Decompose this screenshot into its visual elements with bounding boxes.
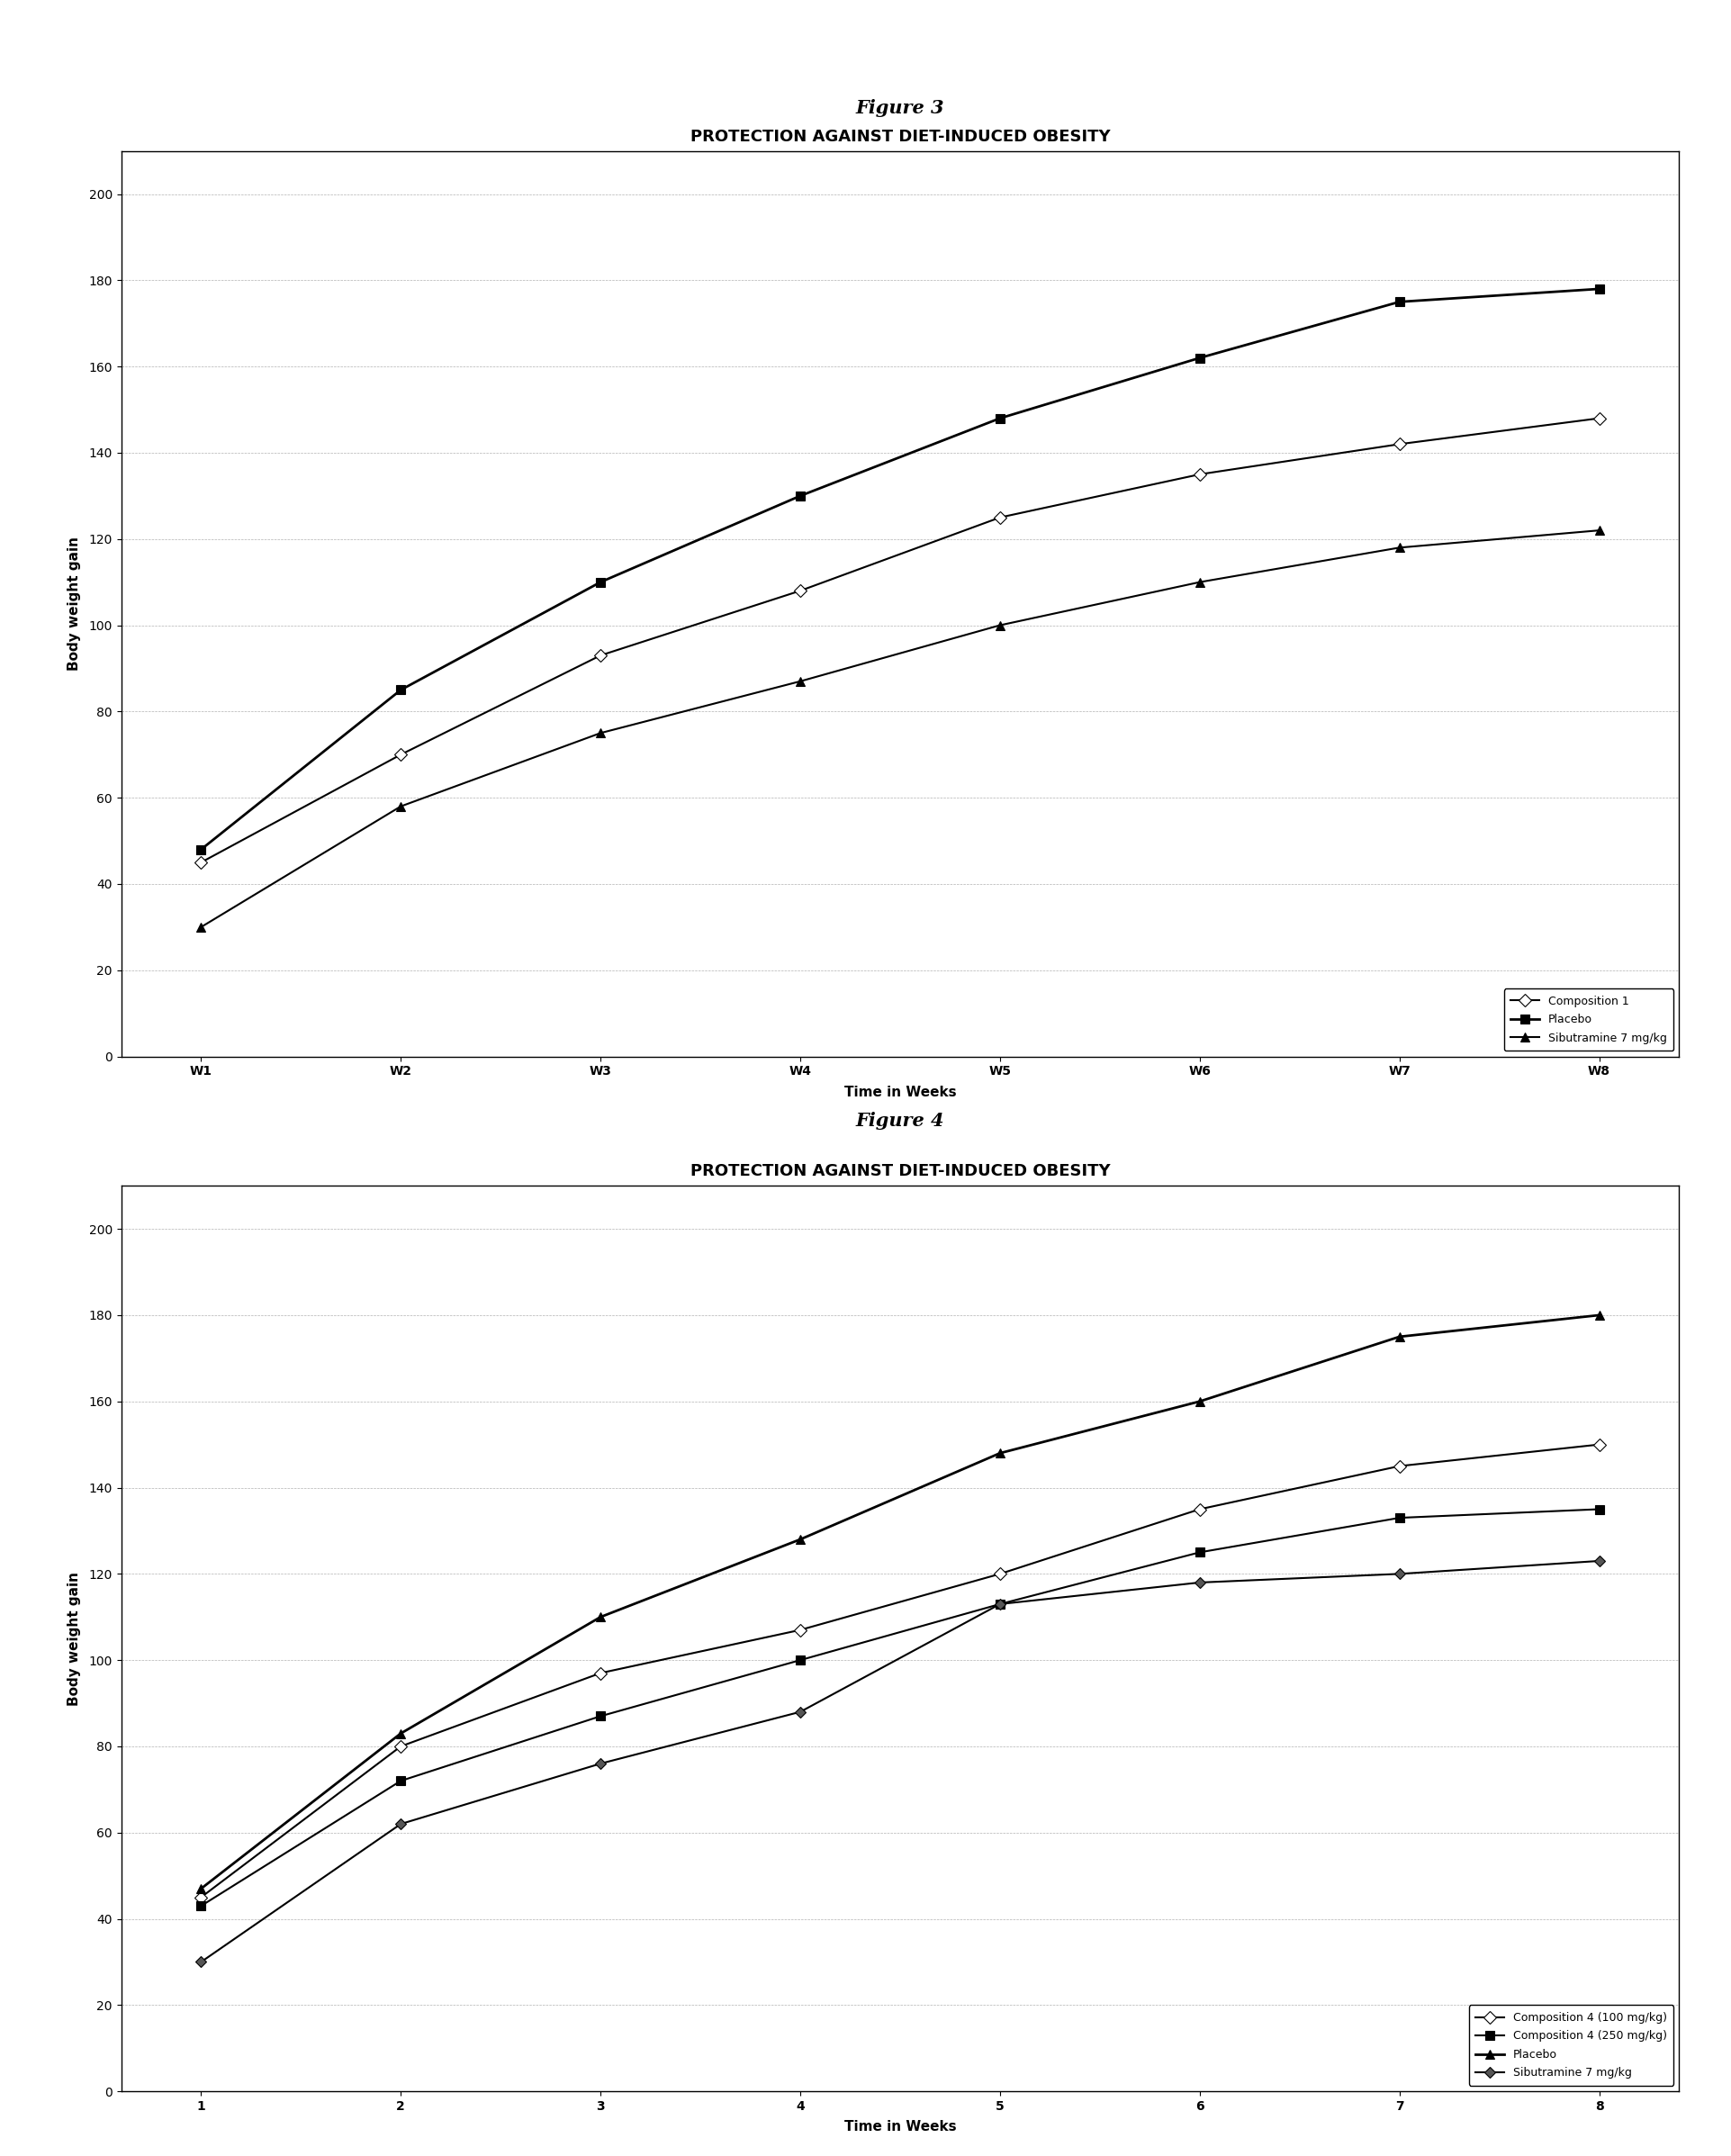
Placebo (190, 1876, 211, 1902)
Placebo (789, 1526, 810, 1552)
Sibutramine 7 mg/kg (590, 720, 611, 746)
Y-axis label: Body weight gain: Body weight gain (68, 1572, 81, 1705)
Line: Placebo: Placebo (197, 285, 1603, 854)
Line: Composition 1: Composition 1 (197, 414, 1603, 867)
Composition 1 (391, 742, 412, 768)
Composition 4 (250 mg/kg) (190, 1893, 211, 1919)
Sibutramine 7 mg/kg (1589, 1548, 1610, 1574)
Sibutramine 7 mg/kg (990, 612, 1011, 638)
Placebo (1589, 1302, 1610, 1328)
Composition 4 (100 mg/kg) (1589, 1432, 1610, 1457)
Composition 4 (100 mg/kg) (1189, 1496, 1210, 1522)
Sibutramine 7 mg/kg (1589, 517, 1610, 543)
Composition 4 (250 mg/kg) (990, 1591, 1011, 1617)
Composition 4 (250 mg/kg) (590, 1703, 611, 1729)
Line: Composition 4 (250 mg/kg): Composition 4 (250 mg/kg) (197, 1505, 1603, 1910)
Placebo (391, 677, 412, 703)
Placebo (1388, 289, 1409, 315)
Composition 4 (250 mg/kg) (789, 1647, 810, 1673)
Composition 4 (100 mg/kg) (990, 1561, 1011, 1587)
Sibutramine 7 mg/kg (789, 1699, 810, 1725)
Sibutramine 7 mg/kg (1388, 535, 1409, 561)
Legend: Composition 1, Placebo, Sibutramine 7 mg/kg: Composition 1, Placebo, Sibutramine 7 mg… (1504, 990, 1674, 1050)
Sibutramine 7 mg/kg (190, 1949, 211, 1975)
X-axis label: Time in Weeks: Time in Weeks (845, 2119, 956, 2134)
Placebo (1388, 1324, 1409, 1350)
Line: Sibutramine 7 mg/kg: Sibutramine 7 mg/kg (197, 1557, 1603, 1966)
Sibutramine 7 mg/kg (789, 668, 810, 694)
Title: PROTECTION AGAINST DIET-INDUCED OBESITY: PROTECTION AGAINST DIET-INDUCED OBESITY (691, 1164, 1110, 1179)
Composition 1 (590, 642, 611, 668)
Sibutramine 7 mg/kg (990, 1591, 1011, 1617)
Placebo (990, 405, 1011, 431)
Composition 4 (100 mg/kg) (190, 1884, 211, 1910)
Composition 4 (100 mg/kg) (1388, 1453, 1409, 1479)
Composition 4 (250 mg/kg) (1388, 1505, 1409, 1531)
Line: Composition 4 (100 mg/kg): Composition 4 (100 mg/kg) (197, 1440, 1603, 1902)
Line: Placebo: Placebo (197, 1311, 1603, 1893)
Composition 4 (100 mg/kg) (590, 1660, 611, 1686)
Line: Sibutramine 7 mg/kg: Sibutramine 7 mg/kg (197, 526, 1603, 931)
Composition 1 (1388, 431, 1409, 457)
Placebo (990, 1440, 1011, 1466)
Composition 1 (789, 578, 810, 604)
X-axis label: Time in Weeks: Time in Weeks (845, 1084, 956, 1100)
Text: Figure 3: Figure 3 (855, 99, 945, 116)
Placebo (590, 569, 611, 595)
Composition 1 (1589, 405, 1610, 431)
Placebo (1589, 276, 1610, 302)
Composition 4 (250 mg/kg) (391, 1768, 412, 1794)
Placebo (1189, 345, 1210, 371)
Composition 4 (250 mg/kg) (1189, 1539, 1210, 1565)
Placebo (590, 1604, 611, 1630)
Placebo (1189, 1388, 1210, 1414)
Title: PROTECTION AGAINST DIET-INDUCED OBESITY: PROTECTION AGAINST DIET-INDUCED OBESITY (691, 129, 1110, 144)
Sibutramine 7 mg/kg (1189, 1570, 1210, 1595)
Composition 4 (100 mg/kg) (391, 1733, 412, 1759)
Sibutramine 7 mg/kg (190, 914, 211, 940)
Composition 1 (190, 849, 211, 875)
Composition 1 (1189, 461, 1210, 487)
Y-axis label: Body weight gain: Body weight gain (68, 537, 81, 671)
Placebo (190, 837, 211, 862)
Sibutramine 7 mg/kg (391, 793, 412, 819)
Sibutramine 7 mg/kg (590, 1751, 611, 1777)
Placebo (391, 1720, 412, 1746)
Sibutramine 7 mg/kg (1189, 569, 1210, 595)
Sibutramine 7 mg/kg (391, 1811, 412, 1837)
Legend: Composition 4 (100 mg/kg), Composition 4 (250 mg/kg), Placebo, Sibutramine 7 mg/: Composition 4 (100 mg/kg), Composition 4… (1470, 2005, 1674, 2085)
Composition 4 (100 mg/kg) (789, 1617, 810, 1643)
Text: Figure 4: Figure 4 (855, 1112, 945, 1130)
Composition 4 (250 mg/kg) (1589, 1496, 1610, 1522)
Sibutramine 7 mg/kg (1388, 1561, 1409, 1587)
Composition 1 (990, 505, 1011, 530)
Placebo (789, 483, 810, 509)
